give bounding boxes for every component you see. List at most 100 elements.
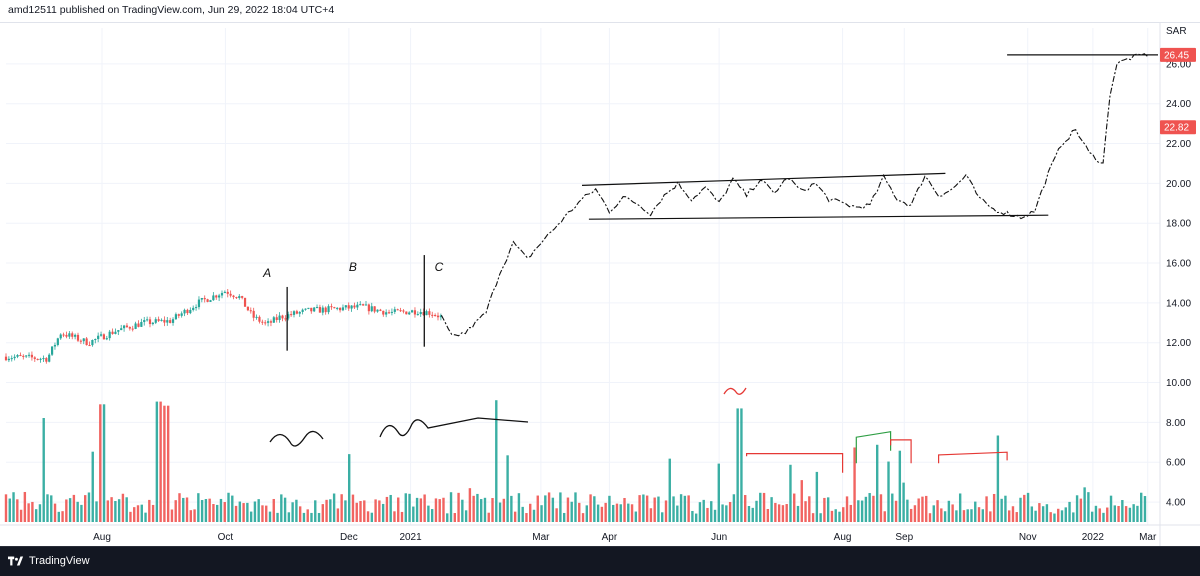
- candle-body: [45, 358, 48, 362]
- volume-bar: [713, 509, 717, 522]
- price-chart[interactable]: A B C 4.00 6.00 8.00 10.00 12.00 14.00 16.00 18.0…: [0, 22, 1200, 546]
- volume-bar: [480, 499, 483, 522]
- candle-body: [387, 312, 391, 314]
- candle-body: [226, 291, 229, 294]
- volume-bar: [12, 492, 15, 522]
- volume-bar: [604, 502, 607, 522]
- volume-bar: [374, 499, 377, 522]
- candle-body: [405, 311, 408, 315]
- candle-body: [229, 293, 232, 296]
- candles: [4, 53, 1149, 364]
- publish-header: amd12511 published on TradingView.com, J…: [0, 0, 1200, 23]
- volume-bar: [125, 497, 128, 522]
- volume-bar: [747, 506, 751, 522]
- x-tick-label: Apr: [602, 532, 618, 543]
- volume-bar: [351, 494, 355, 522]
- volume-bar: [340, 494, 343, 522]
- volume-bar: [936, 500, 939, 522]
- volume-bar: [317, 512, 321, 522]
- channel-bottom-line: [588, 214, 1049, 220]
- volume-bar: [962, 510, 966, 522]
- volume-bar: [562, 512, 566, 522]
- candle-body: [91, 339, 94, 346]
- volume-bar: [894, 500, 898, 522]
- volume-bar: [642, 494, 645, 522]
- tradingview-logo-icon: [8, 556, 24, 566]
- x-tick-label: Mar: [532, 532, 550, 543]
- grid: [6, 28, 1160, 525]
- y-tick-label: 24.00: [1166, 99, 1191, 110]
- candle-body: [301, 309, 304, 312]
- volume-bar: [781, 505, 785, 522]
- volume-bar: [461, 499, 464, 522]
- candle-body: [439, 315, 442, 318]
- volume-bar: [581, 513, 585, 522]
- volume-bar: [1136, 505, 1139, 522]
- volume-bar: [1109, 495, 1113, 522]
- volume-bar: [585, 505, 588, 522]
- candle-body: [336, 307, 339, 309]
- volume-bar: [706, 507, 709, 522]
- volume-bar: [732, 494, 736, 522]
- candle-body: [56, 338, 59, 345]
- zone-z: [890, 439, 912, 464]
- volume-bar: [864, 496, 868, 522]
- volume-bar: [664, 500, 668, 522]
- volume-bar: [1124, 506, 1128, 522]
- volume-bar: [593, 496, 596, 522]
- candle-body: [333, 307, 336, 309]
- volume-bar: [627, 503, 630, 522]
- annotation-letter: B: [349, 260, 357, 274]
- tradingview-logo[interactable]: TradingView: [8, 554, 90, 568]
- candle-body: [108, 331, 111, 339]
- volume-bar: [468, 488, 472, 522]
- volume-bar: [336, 508, 340, 522]
- volume-bar: [106, 500, 110, 522]
- volume-bar: [525, 513, 528, 522]
- volume-bar: [909, 508, 913, 522]
- y-tick-label: 26.00: [1166, 59, 1191, 70]
- volume-bar: [1011, 506, 1015, 522]
- candle-body: [79, 340, 82, 342]
- candle-body: [22, 355, 25, 357]
- volume-bar: [53, 503, 57, 522]
- chart-frame[interactable]: A B C 4.00 6.00 8.00 10.00 12.00 14.00 16.00 18.0…: [0, 22, 1200, 546]
- candle-body: [269, 321, 273, 323]
- volume-bar: [774, 502, 777, 522]
- volume-bar: [423, 494, 426, 522]
- volume-bar: [1090, 511, 1094, 522]
- y-tick-label: 20.00: [1166, 179, 1191, 190]
- volume-bar: [574, 492, 577, 522]
- volume-bar: [838, 511, 841, 522]
- volume-bar: [99, 404, 102, 522]
- volume-bar: [1106, 507, 1109, 522]
- candle-body: [27, 354, 31, 356]
- volume-bar: [1132, 504, 1135, 522]
- volume-bar: [464, 510, 468, 522]
- candle-body: [287, 314, 290, 319]
- volume-bars: [4, 400, 1147, 522]
- candle-body: [25, 355, 28, 357]
- volume-bar: [159, 401, 162, 522]
- price-label-box: [1160, 47, 1196, 62]
- volume-bar: [491, 498, 494, 522]
- volume-bar: [50, 495, 53, 522]
- hand-squiggle: [269, 430, 324, 447]
- candle-body: [246, 306, 250, 311]
- candle-body: [341, 307, 345, 311]
- volume-bar: [981, 509, 984, 522]
- candle-body: [174, 314, 178, 320]
- volume-bar: [446, 513, 449, 522]
- volume-bar: [87, 492, 91, 522]
- candle-body: [436, 315, 440, 318]
- volume-bar: [668, 458, 671, 522]
- volume-bar: [634, 511, 638, 522]
- candle-body: [252, 310, 255, 318]
- volume-bar: [1030, 506, 1034, 522]
- volume-bar: [694, 513, 698, 522]
- candle-body: [370, 306, 373, 312]
- candle-body: [425, 311, 428, 316]
- candle-body: [396, 309, 399, 311]
- candle-body: [59, 334, 62, 339]
- candle-body: [97, 335, 100, 340]
